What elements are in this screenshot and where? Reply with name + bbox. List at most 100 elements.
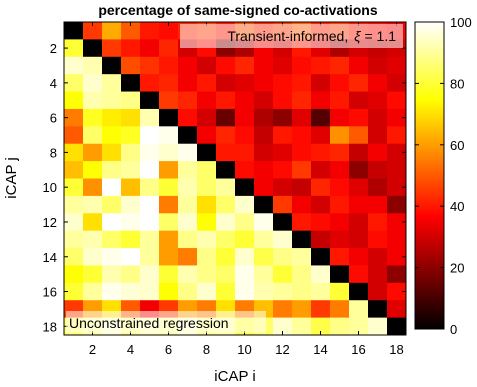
- heatmap-cell: [197, 143, 217, 162]
- heatmap-cell: [330, 317, 350, 336]
- heatmap-cell: [292, 108, 312, 127]
- heatmap-cell: [311, 195, 331, 214]
- heatmap-cell: [102, 39, 122, 58]
- heatmap-cell: [311, 300, 331, 319]
- heatmap-cell: [368, 230, 388, 249]
- heatmap-cell: [159, 265, 179, 284]
- heatmap-cell: [387, 91, 407, 110]
- heatmap-cell: [368, 126, 388, 145]
- heatmap-cell: [121, 22, 141, 40]
- heatmap-cell: [178, 230, 198, 249]
- heatmap-cell: [387, 195, 407, 214]
- heatmap-cell: [197, 56, 217, 75]
- heatmap-cell: [159, 230, 179, 249]
- heatmap-cell: [64, 56, 84, 75]
- heatmap-cell: [159, 178, 179, 197]
- heatmap-cell: [273, 265, 293, 284]
- heatmap-cell: [273, 248, 293, 266]
- heatmap-cell: [387, 248, 407, 266]
- heatmap-cell: [254, 195, 274, 214]
- heatmap-cell: [368, 195, 388, 214]
- heatmap-cell: [102, 230, 122, 249]
- heatmap-cell: [178, 56, 198, 75]
- colorbar-tick-label: 40: [450, 199, 464, 214]
- heatmap-cell: [140, 22, 160, 40]
- heatmap-cell: [387, 317, 407, 336]
- heatmap-cell: [330, 143, 350, 162]
- heatmap-cell: [216, 230, 236, 249]
- heatmap-cell: [121, 39, 141, 58]
- heatmap-cell: [102, 56, 122, 75]
- heatmap-cell: [311, 91, 331, 110]
- annotation-lower-text: Unconstrained regression: [69, 315, 229, 331]
- heatmap-cell: [273, 178, 293, 197]
- heatmap-cell: [83, 178, 103, 197]
- heatmap-cell: [292, 143, 312, 162]
- heatmap-cell: [368, 74, 388, 92]
- heatmap-cell: [140, 213, 160, 232]
- x-tick-label: 6: [165, 342, 172, 357]
- y-ticks: 2 4 6 8 10 12 14 16 18: [43, 41, 406, 334]
- heatmap-cell: [102, 178, 122, 197]
- heatmap-cell: [254, 56, 274, 75]
- heatmap-cell: [349, 213, 369, 232]
- heatmap-cell: [311, 74, 331, 92]
- heatmap-cell: [235, 161, 255, 179]
- heatmap-cell: [64, 39, 84, 58]
- heatmap-cell: [121, 143, 141, 162]
- heatmap-cell: [273, 230, 293, 249]
- heatmap-cell: [311, 108, 331, 127]
- heatmap-cell: [159, 282, 179, 301]
- heatmap-cell: [64, 195, 84, 214]
- heatmap-cell: [197, 213, 217, 232]
- heatmap-cell: [102, 213, 122, 232]
- heatmap-cell: [235, 178, 255, 197]
- heatmap-cell: [387, 265, 407, 284]
- heatmap-cell: [311, 317, 331, 336]
- colorbar-tick-label: 100: [450, 15, 472, 30]
- heatmap-cell: [349, 265, 369, 284]
- y-tick-label: 8: [50, 145, 57, 160]
- heatmap-cell: [197, 108, 217, 127]
- heatmap-cell: [254, 265, 274, 284]
- heatmap-cell: [121, 265, 141, 284]
- heatmap-cell: [197, 178, 217, 197]
- heatmap-cell: [368, 317, 388, 336]
- heatmap-cell: [273, 282, 293, 301]
- heatmap-cell: [83, 56, 103, 75]
- heatmap-cell: [64, 22, 84, 40]
- heatmap-cell: [349, 56, 369, 75]
- heatmap-cell: [349, 317, 369, 336]
- x-tick-label: 8: [203, 342, 210, 357]
- heatmap-cell: [330, 195, 350, 214]
- heatmap-cell: [121, 91, 141, 110]
- heatmap-cell: [292, 317, 312, 336]
- heatmap-cell: [254, 248, 274, 266]
- y-tick-label: 4: [50, 76, 57, 91]
- heatmap-cell: [273, 161, 293, 179]
- heatmap-cell: [235, 213, 255, 232]
- heatmap-cell: [178, 74, 198, 92]
- heatmap-cell: [102, 91, 122, 110]
- heatmap-cell: [292, 161, 312, 179]
- heatmap-cell: [368, 91, 388, 110]
- chart-title: percentage of same-signed co-activations: [98, 2, 378, 18]
- heatmap-cell: [178, 213, 198, 232]
- heatmap-cell: [159, 195, 179, 214]
- heatmap-cell: [83, 91, 103, 110]
- heatmap-cell: [311, 126, 331, 145]
- heatmap-cell: [273, 300, 293, 319]
- heatmap-cell: [254, 178, 274, 197]
- heatmap-cell: [216, 91, 236, 110]
- heatmap-cell: [254, 108, 274, 127]
- heatmap-cell: [368, 265, 388, 284]
- annotation-upper-suffix: = 1.1: [364, 28, 396, 44]
- x-tick-label: 2: [89, 342, 96, 357]
- heatmap-cell: [292, 282, 312, 301]
- svg-text:Transient-informed,ξ= 1.1: Transient-informed, ξ = 1.1: [227, 28, 396, 44]
- heatmap-cell: [178, 195, 198, 214]
- heatmap-cell: [292, 74, 312, 92]
- heatmap-cell: [273, 317, 293, 336]
- heatmap-cell: [83, 39, 103, 58]
- heatmap-cell: [311, 143, 331, 162]
